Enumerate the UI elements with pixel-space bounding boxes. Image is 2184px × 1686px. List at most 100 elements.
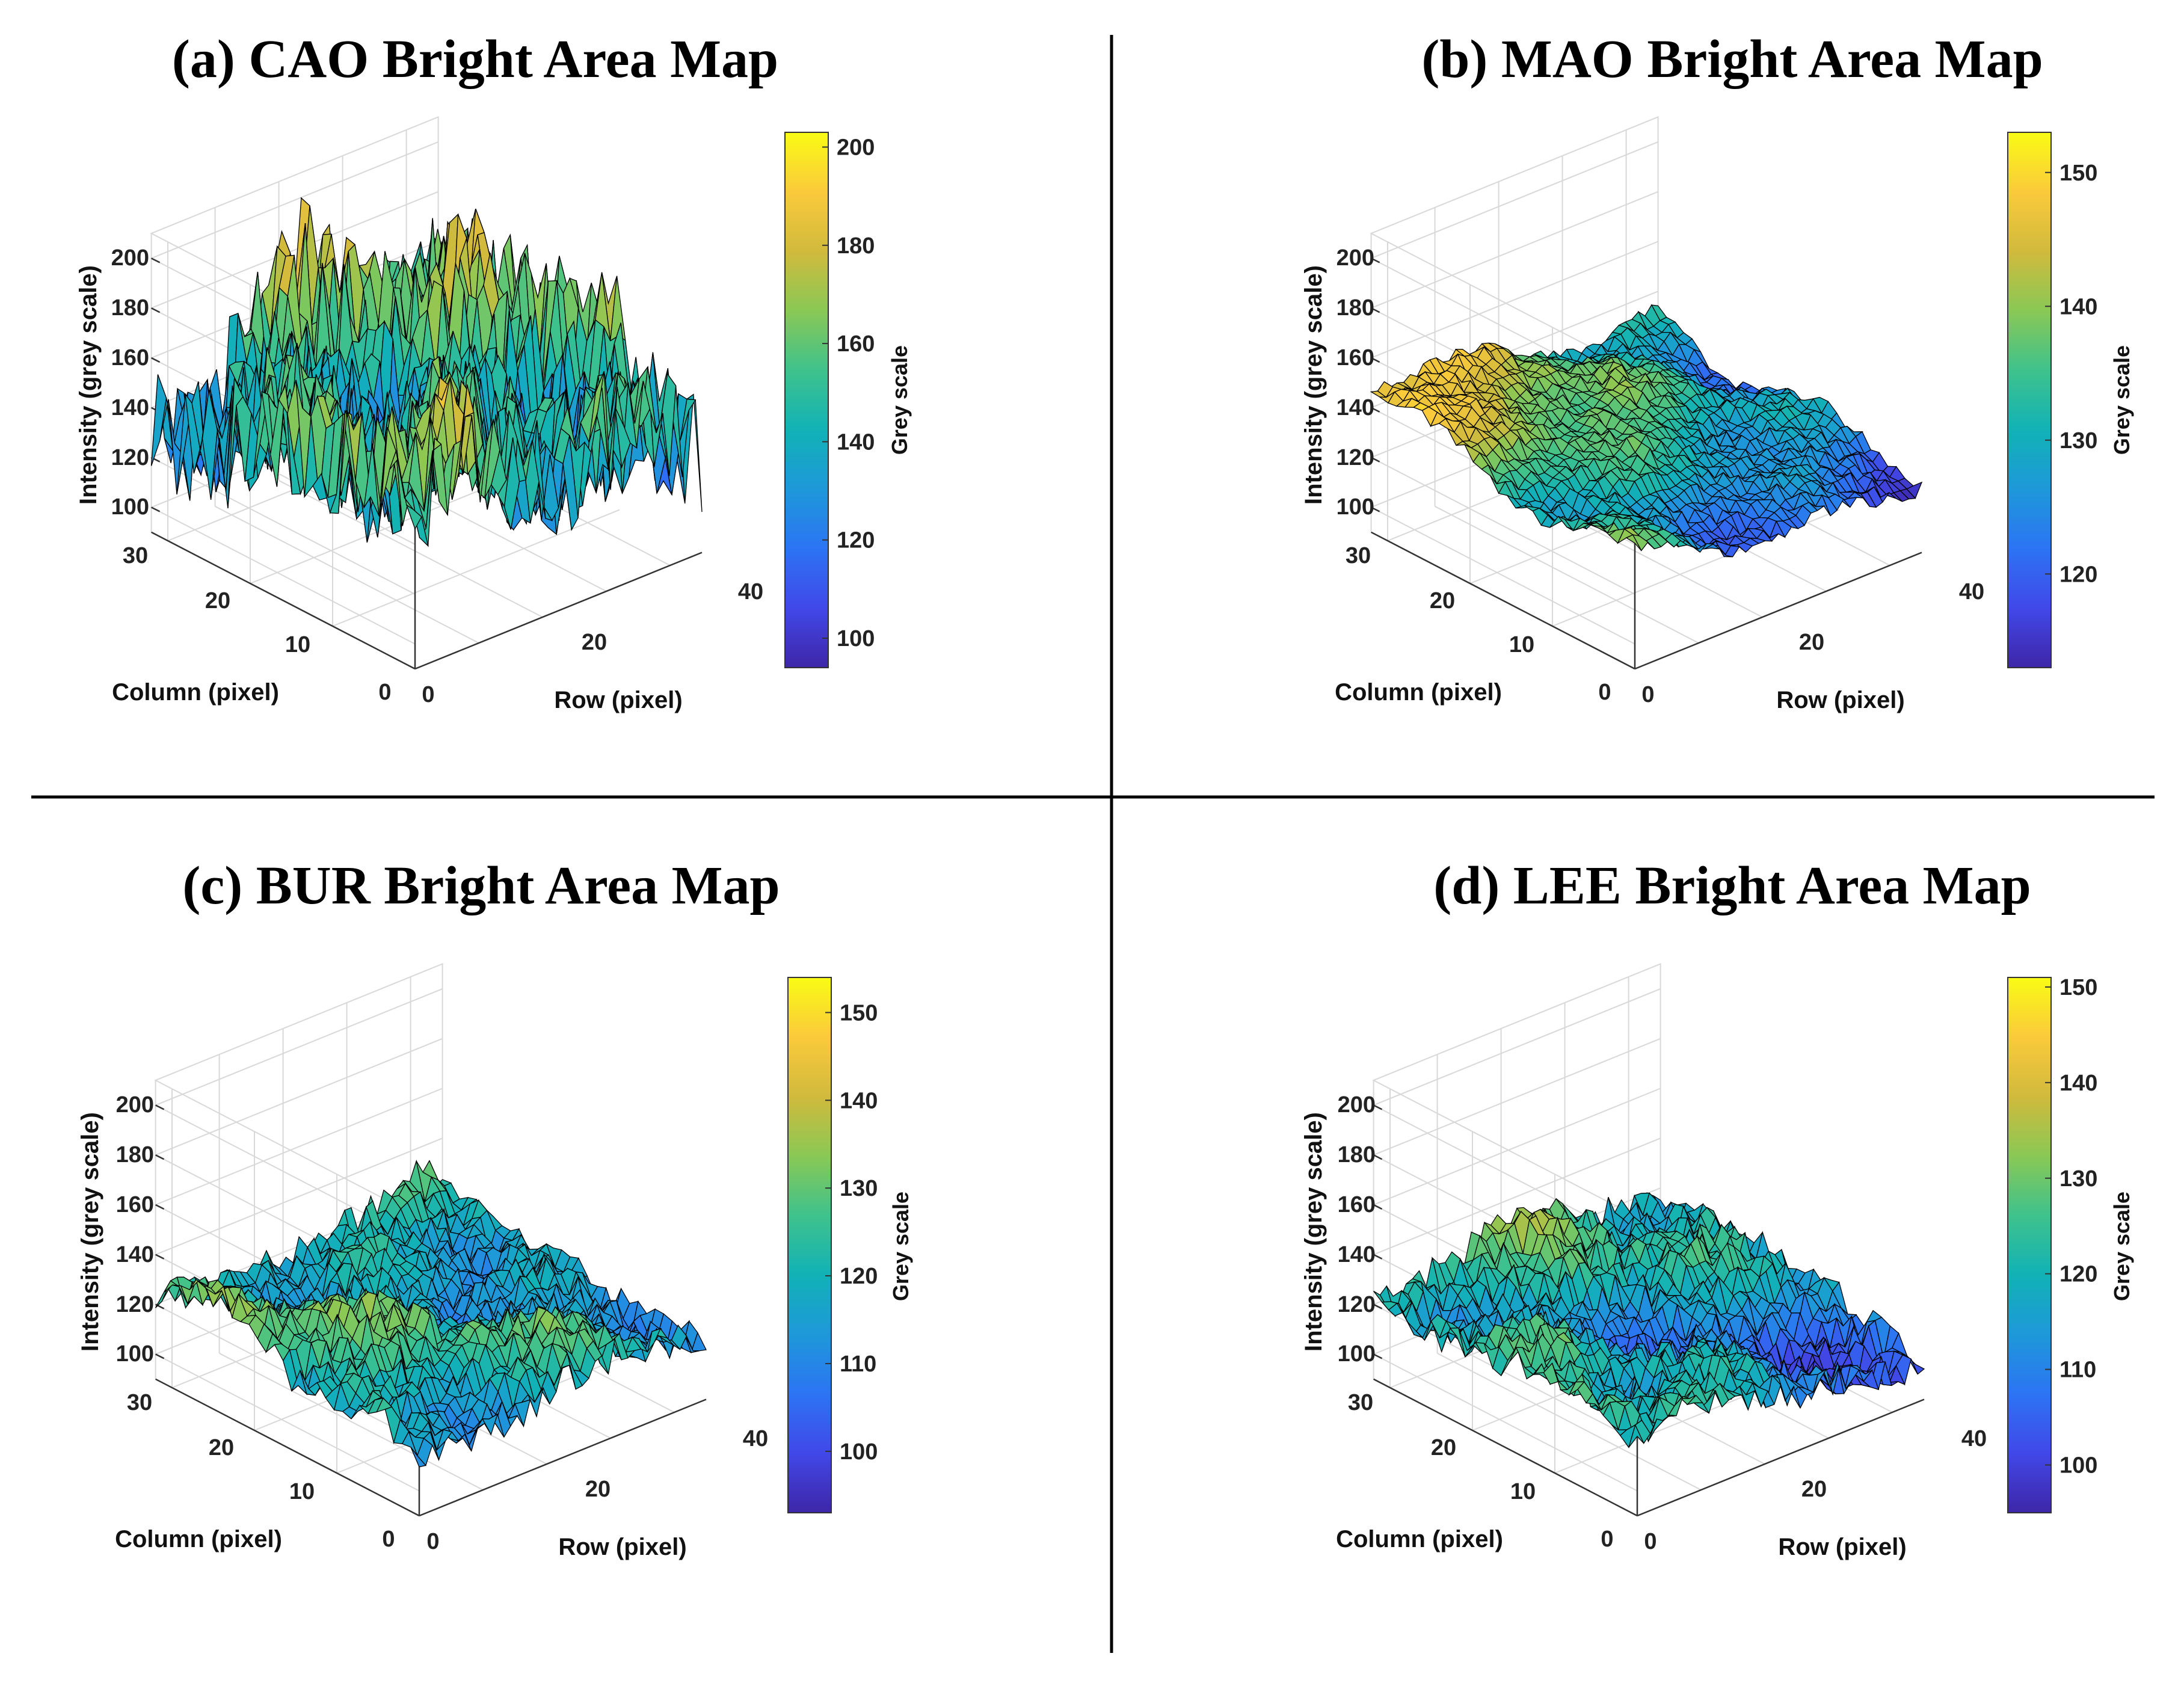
z-tick-mark (1371, 506, 1380, 512)
z-tick-label: 200 (116, 1092, 154, 1118)
y-axis-line (1371, 531, 1635, 670)
y-axis-label: Column (pixel) (1335, 679, 1502, 706)
colorbar-gradient (787, 977, 832, 1513)
x-axis-line (414, 552, 703, 670)
floor-grid-line (1435, 505, 1699, 644)
z-tick-mark (155, 1353, 165, 1359)
z-tick-label: 160 (1337, 345, 1374, 371)
colorbar-gradient (784, 132, 829, 668)
x-tick-label: 20 (582, 630, 607, 655)
x-tick-label: 20 (585, 1477, 611, 1502)
y-tick-label: 30 (123, 543, 148, 568)
z-tick-mark (155, 1254, 165, 1260)
panel-mao: (b) MAO Bright Area Map 100 120 140 160 … (1300, 29, 2134, 713)
panel-title: (a) CAO Bright Area Map (172, 29, 778, 89)
z-tick-label: 140 (1337, 395, 1374, 420)
x-tick-label: 0 (426, 1529, 439, 1554)
y-tick-label: 20 (209, 1435, 234, 1460)
z-tick-mark (1371, 307, 1380, 313)
y-tick-label: 0 (1598, 680, 1611, 705)
z-tick-mark (1371, 357, 1380, 363)
colorbar-tick-label: 120 (840, 1264, 878, 1289)
y-tick-label: 10 (285, 632, 310, 657)
surface-mesh (1373, 1192, 1925, 1448)
z-tick-label: 120 (1337, 445, 1374, 470)
floor-grid-line (215, 505, 479, 644)
x-tick-label: 40 (738, 579, 763, 605)
wall-grid-line (1372, 988, 1661, 1243)
panel-title: (c) BUR Bright Area Map (182, 856, 780, 915)
x-axis-label: Row (pixel) (554, 687, 682, 713)
y-tick-label: 0 (378, 680, 391, 705)
colorbar-label: Grey scale (888, 1192, 913, 1301)
surface-mesh (155, 1159, 707, 1468)
colorbar-tick-label: 100 (837, 626, 875, 651)
z-tick-mark (155, 1204, 165, 1210)
x-tick-label: 0 (422, 682, 434, 707)
colorbar-tick-label: 150 (2059, 161, 2097, 186)
y-axis-line (151, 531, 416, 670)
z-tick-label: 200 (1337, 245, 1374, 271)
z-tick-label: 160 (116, 1192, 154, 1217)
y-tick-label: 30 (127, 1390, 152, 1415)
floor-grid-line (1552, 509, 1840, 627)
colorbar-tick-label: 160 (837, 331, 875, 357)
x-axis-label: Row (pixel) (558, 1534, 686, 1560)
x-axis-line (1637, 1398, 1925, 1517)
colorbar: 100 120 140 160 180 200 (784, 132, 875, 668)
colorbar-tick-label: 200 (837, 135, 875, 160)
z-tick-label: 120 (111, 445, 149, 470)
x-axis-line (1634, 552, 1922, 670)
z-tick-label: 100 (111, 494, 149, 520)
colorbar-label: Grey scale (2109, 345, 2134, 455)
box-edge (1370, 116, 1659, 416)
z-tick-label: 100 (116, 1341, 154, 1367)
surface-mesh (1370, 304, 1923, 558)
z-tick-label: 180 (1337, 295, 1374, 321)
z-tick-mark (151, 257, 161, 263)
colorbar-tick-label: 140 (840, 1088, 878, 1113)
panel-cao: (a) CAO Bright Area Map 100 120 140 160 … (75, 29, 912, 713)
x-axis-label: Row (pixel) (1776, 687, 1904, 713)
colorbar-tick-label: 140 (837, 429, 875, 455)
z-tick-label: 180 (116, 1142, 154, 1168)
z-tick-mark (1371, 407, 1380, 413)
colorbar-tick-label: 140 (2059, 294, 2097, 319)
colorbar-label: Grey scale (887, 345, 912, 455)
z-tick-mark (155, 1154, 165, 1160)
x-tick-label: 40 (1959, 579, 1984, 605)
colorbar-tick-label: 130 (2059, 428, 2097, 454)
colorbar-tick-label: 120 (2059, 562, 2097, 587)
colorbar-tick-label: 100 (840, 1439, 878, 1465)
y-axis-label: Column (pixel) (115, 1526, 282, 1552)
colorbar: 120 130 140 150 (2007, 132, 2097, 668)
colorbar-tick-label: 130 (840, 1176, 878, 1201)
x-tick-label: 40 (743, 1426, 768, 1451)
z-tick-label: 120 (116, 1292, 154, 1317)
y-tick-label: 20 (205, 588, 230, 614)
z-tick-mark (155, 1104, 165, 1110)
z-axis-label: Intensity (grey scale) (77, 1112, 103, 1352)
z-tick-label: 200 (111, 245, 149, 271)
y-tick-label: 10 (289, 1479, 315, 1504)
y-tick-label: 0 (382, 1527, 395, 1552)
z-tick-mark (151, 506, 161, 512)
z-tick-label: 180 (111, 295, 149, 321)
colorbar-tick-label: 180 (837, 233, 875, 259)
z-tick-mark (1371, 257, 1380, 263)
surface-mesh (150, 197, 703, 547)
z-tick-label: 140 (116, 1242, 154, 1267)
z-axis-label: Intensity (grey scale) (1300, 265, 1327, 505)
colorbar-tick-label: 120 (837, 528, 875, 553)
panel-lee: (d) LEE Bright Area Map 100 120 140 160 … (1300, 856, 2134, 1560)
y-axis-label: Column (pixel) (112, 679, 279, 706)
x-tick-label: 0 (1641, 682, 1654, 707)
floor-grid-line (278, 479, 543, 618)
panel-title: (b) MAO Bright Area Map (1421, 29, 2043, 89)
y-tick-label: 20 (1430, 588, 1455, 614)
z-tick-mark (151, 307, 161, 313)
y-tick-label: 30 (1346, 543, 1371, 568)
panel-bur: (c) BUR Bright Area Map 100 120 140 160 … (77, 856, 913, 1560)
